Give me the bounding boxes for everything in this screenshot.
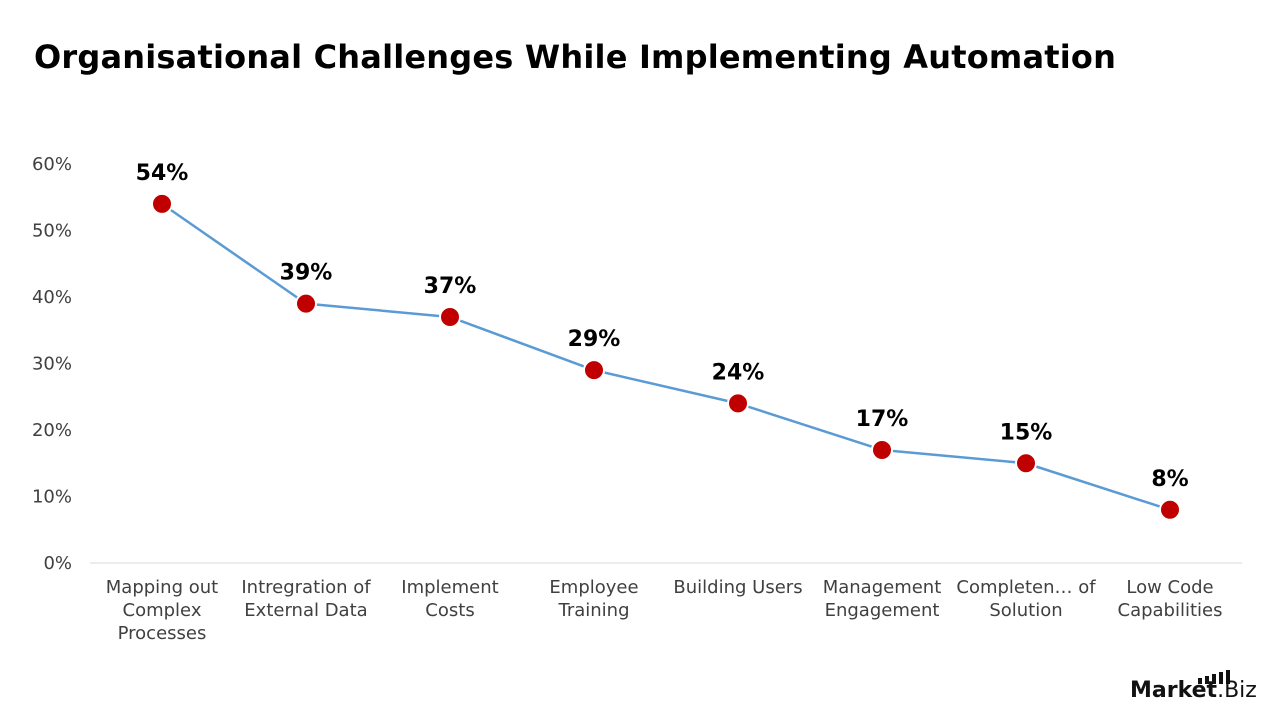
data-label: 24% <box>712 360 765 385</box>
x-category-label: Employee Training <box>549 577 638 621</box>
x-category-label: Low Code Capabilities <box>1118 577 1223 621</box>
brand-main: Market <box>1130 678 1218 703</box>
y-tick-label: 40% <box>32 287 72 308</box>
x-category-label-line: Costs <box>425 600 474 621</box>
x-category-label-line: Solution <box>989 600 1062 621</box>
y-tick-label: 20% <box>32 420 72 441</box>
x-category-label-line: Intregration of <box>241 577 371 598</box>
y-tick-label: 0% <box>43 553 72 574</box>
x-category-label-line: External Data <box>244 600 367 621</box>
x-category-label: Management Engagement <box>823 577 942 621</box>
data-label: 37% <box>424 274 477 299</box>
brand-wordmark: Market.Biz <box>1130 678 1257 703</box>
x-category-label: Building Users <box>673 577 802 598</box>
brand-suffix: .Biz <box>1217 678 1257 703</box>
x-category-label: Completen… of Solution <box>956 577 1096 621</box>
x-category-label-line: Low Code <box>1126 577 1213 598</box>
brand-logo: Market.Biz <box>1130 670 1260 706</box>
x-category-label-line: Complex <box>123 600 202 621</box>
y-tick-label: 50% <box>32 221 72 242</box>
data-point-marker <box>871 438 893 461</box>
bar-chart-icon <box>1198 670 1230 684</box>
x-category-label: Implement Costs <box>401 577 498 621</box>
data-label: 15% <box>1000 420 1053 445</box>
data-point-marker <box>1015 452 1037 475</box>
data-point-marker <box>1159 498 1181 521</box>
x-category-label-line: Building Users <box>673 577 802 598</box>
x-category-label-line: Implement <box>401 577 498 598</box>
data-label: 29% <box>568 327 621 352</box>
x-category-label-line: Employee <box>549 577 638 598</box>
data-point-marker <box>151 192 173 215</box>
x-category-label-line: Capabilities <box>1118 600 1223 621</box>
x-category-label: Intregration of External Data <box>241 577 371 621</box>
data-label: 54% <box>136 161 189 186</box>
x-category-label-line: Mapping out <box>106 577 218 598</box>
data-label: 8% <box>1151 467 1188 492</box>
data-point-marker <box>295 292 317 315</box>
data-label: 17% <box>856 407 909 432</box>
data-point-marker <box>727 392 749 415</box>
series-line <box>161 202 1171 511</box>
data-label: 39% <box>280 261 333 286</box>
data-point-marker <box>439 305 461 328</box>
x-category-label-line: Completen… of <box>956 577 1096 598</box>
x-category-label-line: Processes <box>118 623 207 644</box>
x-category-label: Mapping out Complex Processes <box>106 577 218 644</box>
data-point-marker <box>583 359 605 382</box>
x-category-label-line: Management <box>823 577 942 598</box>
x-category-label-line: Engagement <box>825 600 940 621</box>
y-tick-label: 30% <box>32 354 72 375</box>
y-tick-label: 10% <box>32 487 72 508</box>
y-tick-label: 60% <box>32 154 72 175</box>
x-category-label-line: Training <box>557 600 629 621</box>
chart-title: Organisational Challenges While Implemen… <box>34 38 1117 76</box>
